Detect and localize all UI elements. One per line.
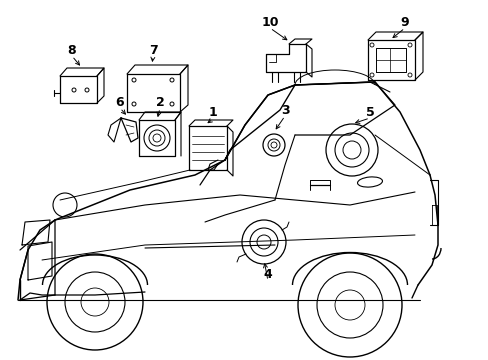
Text: 8: 8 — [67, 44, 76, 57]
Text: 3: 3 — [280, 104, 289, 117]
Text: 7: 7 — [148, 44, 157, 57]
Text: 10: 10 — [261, 15, 278, 28]
Text: 5: 5 — [365, 105, 374, 118]
Text: 9: 9 — [400, 15, 408, 28]
Text: 2: 2 — [155, 95, 164, 108]
Text: 1: 1 — [208, 107, 217, 120]
Text: 4: 4 — [263, 269, 272, 282]
Text: 6: 6 — [116, 95, 124, 108]
